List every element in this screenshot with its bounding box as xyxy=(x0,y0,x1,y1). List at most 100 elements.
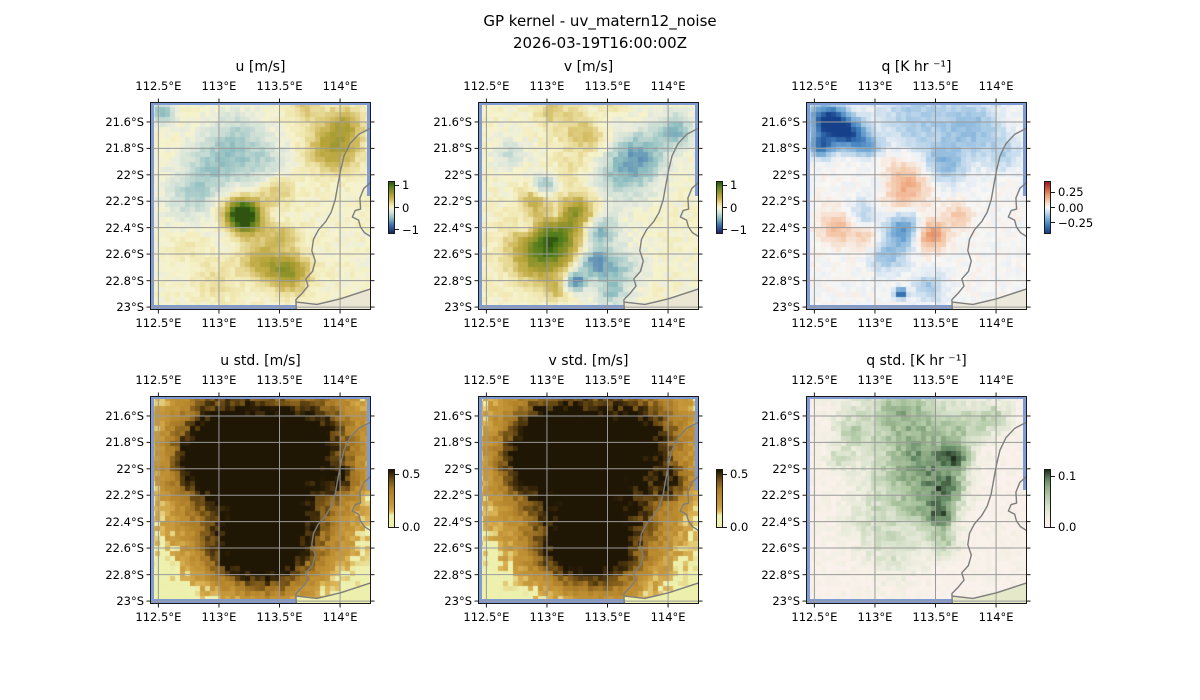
x-tick-label: 113°E xyxy=(201,316,237,330)
colorbar-v_std xyxy=(716,469,723,528)
colorbar-tick-label: 0.0 xyxy=(730,520,749,534)
x-tick-label: 112.5°E xyxy=(135,373,182,387)
map-overlay-v_std xyxy=(474,392,703,608)
x-tick-label: 113.5°E xyxy=(256,79,303,93)
y-tick-label: 22.2°S xyxy=(105,194,144,209)
x-tick-label: 113°E xyxy=(529,316,565,330)
panel-title-q: q [K hr ⁻¹] xyxy=(881,59,952,75)
map-canvas-u_std xyxy=(150,396,371,604)
x-tick-label: 113°E xyxy=(529,79,565,93)
y-tick-label: 21.6°S xyxy=(761,408,800,423)
colorbar-tick-mark xyxy=(723,207,727,208)
figure-title: GP kernel - uv_matern12_noise xyxy=(483,12,717,30)
y-tick-label: 22.4°S xyxy=(433,220,472,235)
x-tick-label: 112.5°E xyxy=(135,79,182,93)
x-tick-label: 112.5°E xyxy=(135,316,182,330)
colorbar-tick-mark xyxy=(395,473,399,475)
y-tick-label: 21.8°S xyxy=(105,435,144,450)
x-tick-label: 113.5°E xyxy=(584,79,631,93)
x-tick-label: 113°E xyxy=(857,79,893,93)
x-tick-label: 114°E xyxy=(978,79,1014,93)
y-tick-label: 22.6°S xyxy=(433,247,472,262)
panel-title-v: v [m/s] xyxy=(563,59,614,75)
x-tick-label: 113.5°E xyxy=(912,316,959,330)
colorbar-tick-label: 1 xyxy=(730,178,738,193)
x-tick-label: 113°E xyxy=(201,610,237,624)
x-tick-label: 113°E xyxy=(529,610,565,624)
x-tick-label: 113.5°E xyxy=(912,79,959,93)
colorbar-tick-label: 0.0 xyxy=(402,520,421,534)
colorbar-tick-mark xyxy=(1051,222,1055,224)
y-tick-label: 21.8°S xyxy=(105,141,144,156)
colorbar-tick-mark xyxy=(1051,475,1055,477)
y-tick-label: 22.2°S xyxy=(761,488,800,503)
x-tick-label: 113.5°E xyxy=(584,316,631,330)
y-tick-label: 23°S xyxy=(116,594,144,609)
colorbar-tick-mark xyxy=(723,184,727,186)
y-tick-label: 21.6°S xyxy=(433,408,472,423)
colorbar-tick-mark xyxy=(395,229,399,231)
y-tick-label: 22.8°S xyxy=(433,567,472,582)
colorbar-tick-mark xyxy=(1051,191,1055,193)
colorbar-tick-mark xyxy=(395,207,399,208)
map-overlay-v xyxy=(474,98,703,314)
y-tick-label: 22.4°S xyxy=(105,514,144,529)
x-tick-label: 114°E xyxy=(650,316,686,330)
y-tick-label: 22.2°S xyxy=(433,194,472,209)
colorbar-tick-mark xyxy=(723,473,727,475)
colorbar-u xyxy=(388,181,395,234)
y-tick-label: 21.8°S xyxy=(761,141,800,156)
x-tick-label: 113°E xyxy=(857,316,893,330)
y-tick-label: 21.8°S xyxy=(433,435,472,450)
colorbar-tick-label: −1 xyxy=(402,222,419,237)
y-tick-label: 21.6°S xyxy=(105,114,144,129)
x-tick-label: 114°E xyxy=(650,610,686,624)
y-tick-label: 22°S xyxy=(116,461,144,476)
y-tick-label: 22.6°S xyxy=(433,541,472,556)
y-tick-label: 22.2°S xyxy=(761,194,800,209)
x-tick-label: 112.5°E xyxy=(463,373,510,387)
x-tick-label: 113°E xyxy=(201,373,237,387)
colorbar-tick-label: 0.5 xyxy=(402,467,421,482)
colorbar-tick-mark xyxy=(723,526,727,528)
y-tick-label: 23°S xyxy=(444,300,472,315)
x-tick-label: 113°E xyxy=(529,373,565,387)
x-tick-label: 112.5°E xyxy=(791,316,838,330)
y-tick-label: 22.6°S xyxy=(105,541,144,556)
y-tick-label: 22.4°S xyxy=(761,220,800,235)
x-tick-label: 112.5°E xyxy=(791,610,838,624)
y-tick-label: 22.4°S xyxy=(105,220,144,235)
y-tick-label: 22.8°S xyxy=(433,273,472,288)
panel-title-u_std: u std. [m/s] xyxy=(220,353,301,369)
x-tick-label: 113°E xyxy=(857,610,893,624)
y-tick-label: 21.6°S xyxy=(433,114,472,129)
y-tick-label: 22.2°S xyxy=(105,488,144,503)
y-tick-label: 23°S xyxy=(772,594,800,609)
x-tick-label: 113.5°E xyxy=(256,373,303,387)
map-overlay-q_std xyxy=(802,392,1031,608)
y-tick-label: 22°S xyxy=(772,461,800,476)
map-canvas-q_std xyxy=(806,396,1027,604)
map-canvas-v_std xyxy=(478,396,699,604)
x-tick-label: 112.5°E xyxy=(463,316,510,330)
y-tick-label: 23°S xyxy=(116,300,144,315)
x-tick-label: 112.5°E xyxy=(463,610,510,624)
colorbar-tick-mark xyxy=(723,229,727,231)
x-tick-label: 114°E xyxy=(978,373,1014,387)
map-canvas-v xyxy=(478,102,699,310)
y-tick-label: 22.2°S xyxy=(433,488,472,503)
colorbar-q_std xyxy=(1044,469,1051,528)
x-tick-label: 114°E xyxy=(322,373,358,387)
y-tick-label: 21.8°S xyxy=(761,435,800,450)
x-tick-label: 112.5°E xyxy=(791,373,838,387)
colorbar-tick-label: −0.25 xyxy=(1058,215,1094,230)
map-overlay-q xyxy=(802,98,1031,314)
x-tick-label: 114°E xyxy=(650,373,686,387)
y-tick-label: 22°S xyxy=(444,461,472,476)
y-tick-label: 21.6°S xyxy=(761,114,800,129)
colorbar-q xyxy=(1044,181,1051,234)
x-tick-label: 113°E xyxy=(857,373,893,387)
y-tick-label: 22°S xyxy=(444,167,472,182)
x-tick-label: 112.5°E xyxy=(791,79,838,93)
